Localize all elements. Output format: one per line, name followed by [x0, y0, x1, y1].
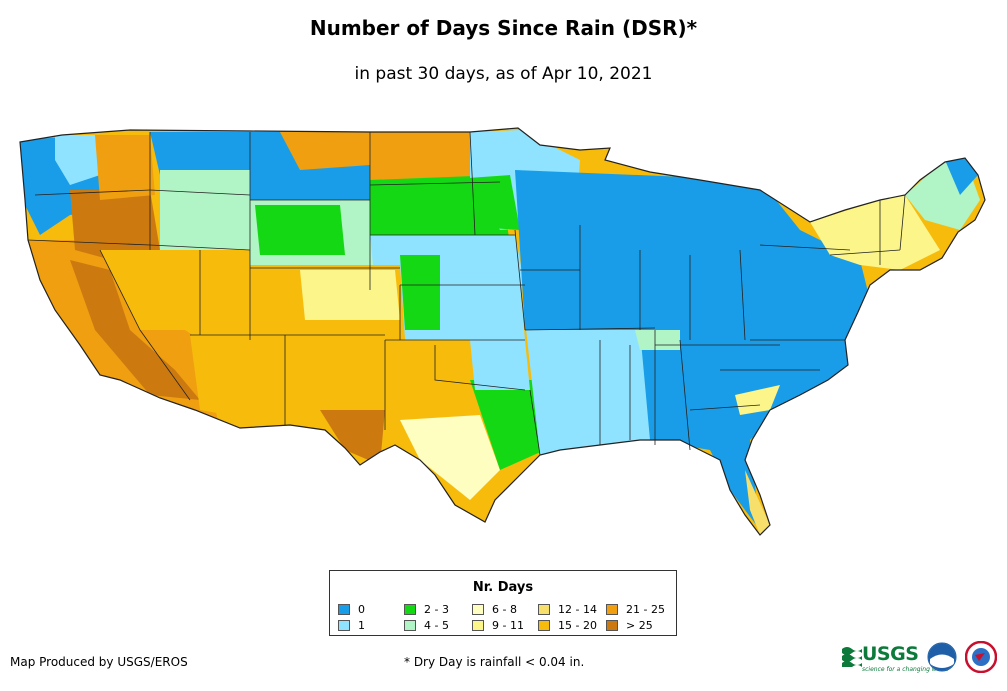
legend-label: 6 - 8: [492, 603, 517, 616]
legend-item-1: 1: [338, 619, 365, 632]
legend-label: 4 - 5: [424, 619, 449, 632]
new-england-region: [810, 195, 940, 270]
legend-item-0: 0: [338, 603, 365, 616]
usgs-logo: USGS: [862, 643, 919, 665]
us-outline: [19, 127, 986, 536]
legend-item-3: 4 - 5: [404, 619, 449, 632]
north-dakota-region: [370, 132, 475, 185]
idaho-panhandle: [95, 135, 155, 200]
west-texas-dry: [320, 410, 385, 465]
legend-item-8: 21 - 25: [606, 603, 665, 616]
arizona-region: [190, 335, 285, 425]
legend-label: 0: [358, 603, 365, 616]
oklahoma-east: [470, 340, 530, 390]
legend-label: > 25: [626, 619, 653, 632]
agency-logos: USGS science for a changing world: [842, 640, 1002, 680]
dry-day-note: * Dry Day is rainfall < 0.04 in.: [404, 655, 585, 669]
legend-swatch: [538, 620, 550, 631]
legend-swatch: [606, 620, 618, 631]
oregon-region: [70, 190, 160, 265]
maine-north: [945, 158, 978, 195]
legend-item-6: 12 - 14: [538, 603, 597, 616]
east-texas-green: [470, 380, 545, 470]
legend-label: 1: [358, 619, 365, 632]
producer-credit: Map Produced by USGS/EROS: [10, 655, 188, 669]
legend-item-4: 6 - 8: [472, 603, 517, 616]
washington-light: [55, 135, 100, 185]
legend-swatch: [404, 620, 416, 631]
colorado-light: [300, 270, 400, 320]
south-carolina-coast: [735, 385, 780, 415]
legend-swatch: [338, 620, 350, 631]
legend-item-2: 2 - 3: [404, 603, 449, 616]
legend-label: 9 - 11: [492, 619, 524, 632]
legend-label: 2 - 3: [424, 603, 449, 616]
map-subtitle: in past 30 days, as of Apr 10, 2021: [354, 64, 653, 84]
legend-title: Nr. Days: [472, 580, 534, 595]
usgs-wave-icon: [842, 647, 862, 667]
florida-south: [745, 470, 770, 535]
nws-logo-icon: [965, 641, 997, 673]
legend-swatch: [338, 604, 350, 615]
legend-swatch: [538, 604, 550, 615]
kansas-green: [400, 255, 440, 330]
minnesota-green: [440, 175, 520, 230]
legend-item-9: > 25: [606, 619, 653, 632]
legend-item-7: 15 - 20: [538, 619, 597, 632]
eastern-us-region: [515, 170, 870, 530]
montana-north: [280, 132, 370, 170]
new-mexico-region: [285, 335, 385, 430]
legend-label: 12 - 14: [558, 603, 597, 616]
idaho-wyoming-light: [160, 170, 250, 250]
legend-swatch: [404, 604, 416, 615]
wyoming-green: [255, 205, 345, 255]
legend-item-5: 9 - 11: [472, 619, 524, 632]
texas-central-light: [400, 415, 500, 500]
legend: Nr. Days 0 1 2 - 3 4 - 5 6 - 8 9 - 11 12…: [329, 570, 677, 636]
arkansas-mississippi-region: [525, 320, 655, 455]
legend-swatch: [472, 604, 484, 615]
california-dry-core: [70, 260, 200, 400]
legend-swatch: [472, 620, 484, 631]
legend-label: 15 - 20: [558, 619, 597, 632]
legend-label: 21 - 25: [626, 603, 665, 616]
usgs-tagline: science for a changing world: [862, 666, 949, 673]
state-borders: [27, 131, 906, 456]
legend-swatch: [606, 604, 618, 615]
map-title: Number of Days Since Rain (DSR)*: [309, 16, 698, 40]
nevada-region: [100, 250, 210, 330]
noaa-logo-icon: [927, 642, 957, 672]
kentucky-light: [635, 330, 680, 350]
